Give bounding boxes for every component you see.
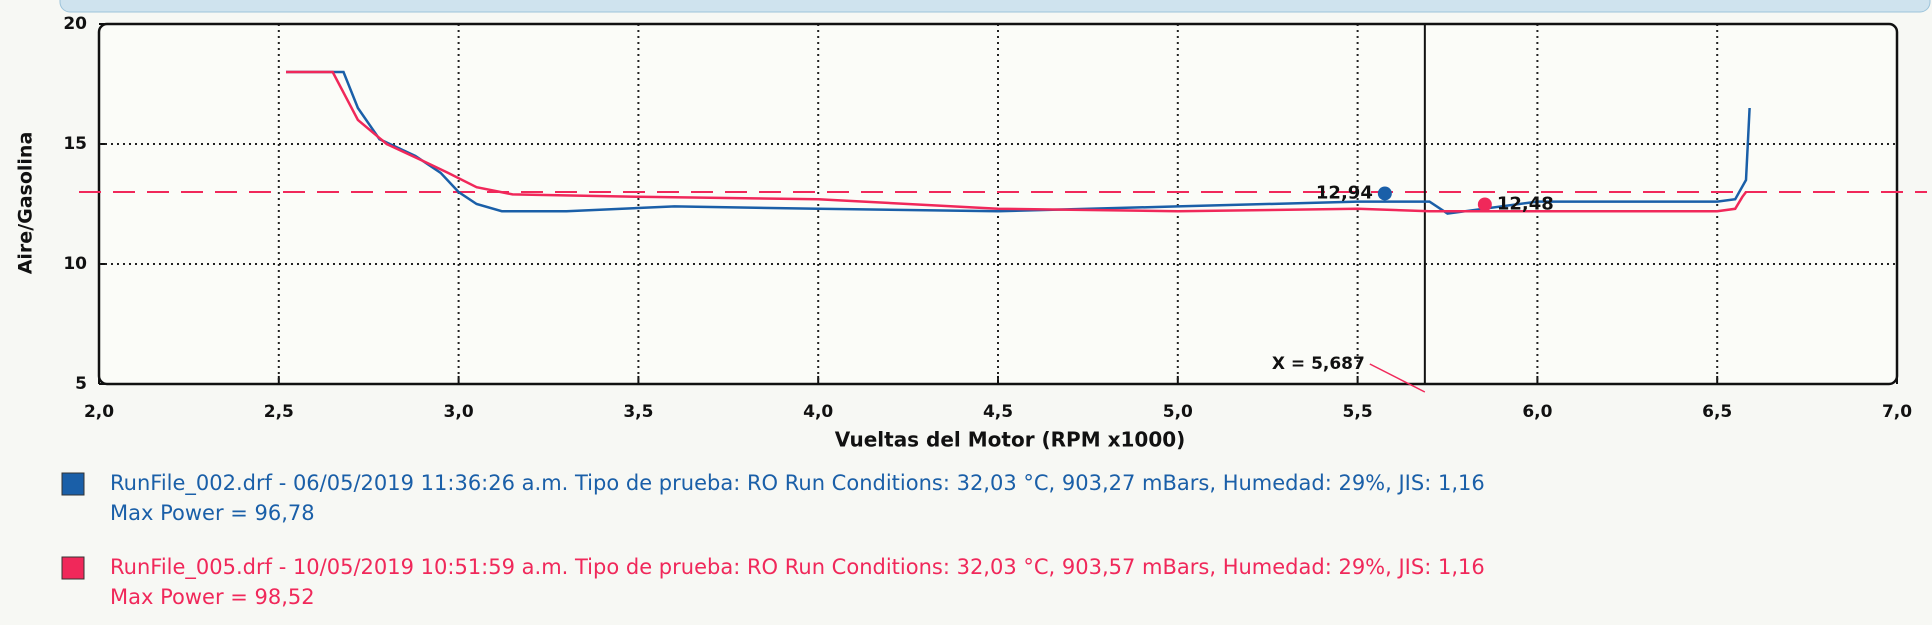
readout-marker xyxy=(1377,186,1392,201)
legend-entry: RunFile_002.drf - 06/05/2019 11:36:26 a.… xyxy=(110,471,1485,496)
x-tick-label: 3,5 xyxy=(623,402,653,422)
plot-frame xyxy=(97,22,1899,386)
y-tick-label: 20 xyxy=(63,14,87,34)
series-line xyxy=(286,70,1751,215)
x-tick-label: 4,0 xyxy=(803,402,833,422)
legend-max-power: Max Power = 96,78 xyxy=(110,501,315,525)
y-tick-label: 15 xyxy=(63,134,87,154)
x-tick-label: 7,0 xyxy=(1882,402,1912,422)
cursor-label: X = 5,687 xyxy=(1272,354,1365,374)
y-axis-title: Aire/Gasolina xyxy=(15,132,37,275)
x-axis-title: Vueltas del Motor (RPM x1000) xyxy=(835,428,1186,452)
y-tick-label: 5 xyxy=(75,374,87,394)
cursor-leader xyxy=(1369,363,1426,393)
y-tick-label: 10 xyxy=(63,254,87,274)
readout-label: 12,94 xyxy=(1316,182,1373,203)
x-tick-label: 5,0 xyxy=(1163,402,1193,422)
x-tick-label: 3,0 xyxy=(444,402,474,422)
readout-label: 12,48 xyxy=(1497,193,1554,214)
x-tick-label: 6,5 xyxy=(1702,402,1732,422)
readout-marker xyxy=(1477,197,1492,212)
x-tick-label: 2,0 xyxy=(84,402,114,422)
x-tick-label: 2,5 xyxy=(264,402,294,422)
legend-entry: RunFile_005.drf - 10/05/2019 10:51:59 a.… xyxy=(110,555,1485,580)
legend-swatch xyxy=(61,472,85,496)
series-line xyxy=(286,70,1747,213)
legend-swatch xyxy=(61,556,85,580)
x-tick-label: 4,5 xyxy=(983,402,1013,422)
legend-max-power: Max Power = 98,52 xyxy=(110,585,315,609)
x-tick-label: 6,0 xyxy=(1522,402,1552,422)
top-frame xyxy=(59,0,1931,13)
x-tick-label: 5,5 xyxy=(1343,402,1373,422)
